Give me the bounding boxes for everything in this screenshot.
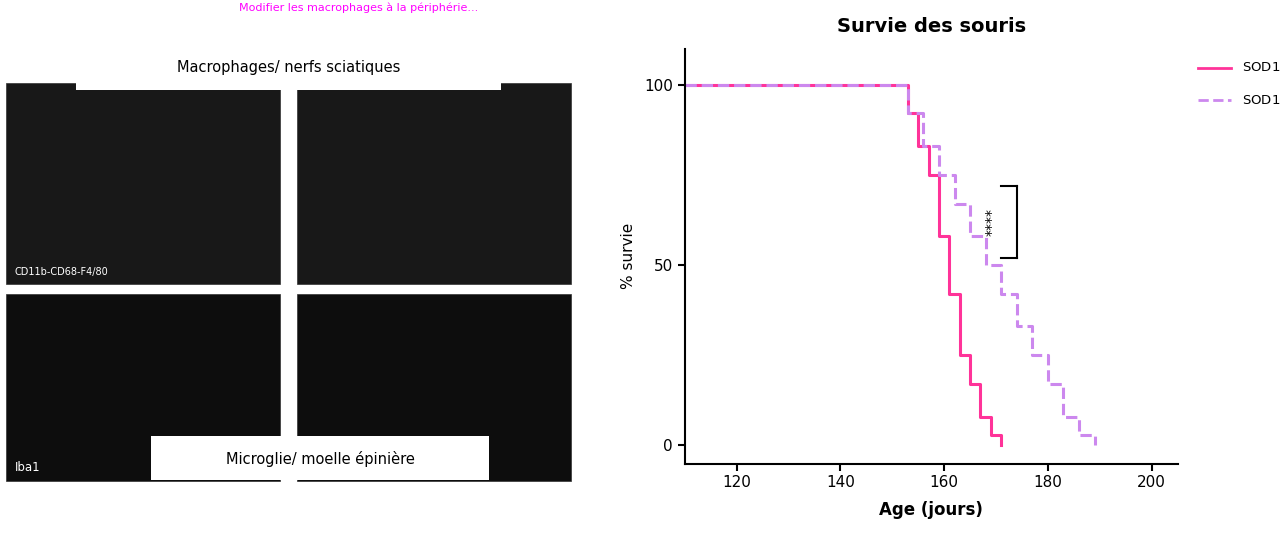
Text: Macrophages/ nerfs sciatiques: Macrophages/ nerfs sciatiques: [177, 59, 399, 74]
Bar: [151, 436, 489, 480]
Text: Microglie/ moelle épinière: Microglie/ moelle épinière: [225, 451, 415, 467]
Text: ****: ****: [984, 208, 998, 236]
Text: Iba1: Iba1: [14, 461, 40, 474]
Bar: [297, 294, 571, 481]
Y-axis label: % survie: % survie: [621, 223, 636, 289]
Legend: SOD1$^{G93A}$->SOD1$^{G93A}$, SOD1$^{WT}$/GFP -> SOD1: SOD1$^{G93A}$->SOD1$^{G93A}$, SOD1$^{WT}…: [1194, 55, 1280, 113]
Bar: [6, 82, 279, 284]
Text: CD11b-CD68-F4/80: CD11b-CD68-F4/80: [14, 267, 109, 277]
X-axis label: Age (jours): Age (jours): [879, 501, 983, 520]
Bar: [76, 45, 500, 89]
Bar: [297, 82, 571, 284]
Text: Modifier les macrophages à la périphérie...: Modifier les macrophages à la périphérie…: [239, 3, 477, 13]
Title: Survie des souris: Survie des souris: [837, 17, 1025, 36]
Bar: [6, 294, 279, 481]
